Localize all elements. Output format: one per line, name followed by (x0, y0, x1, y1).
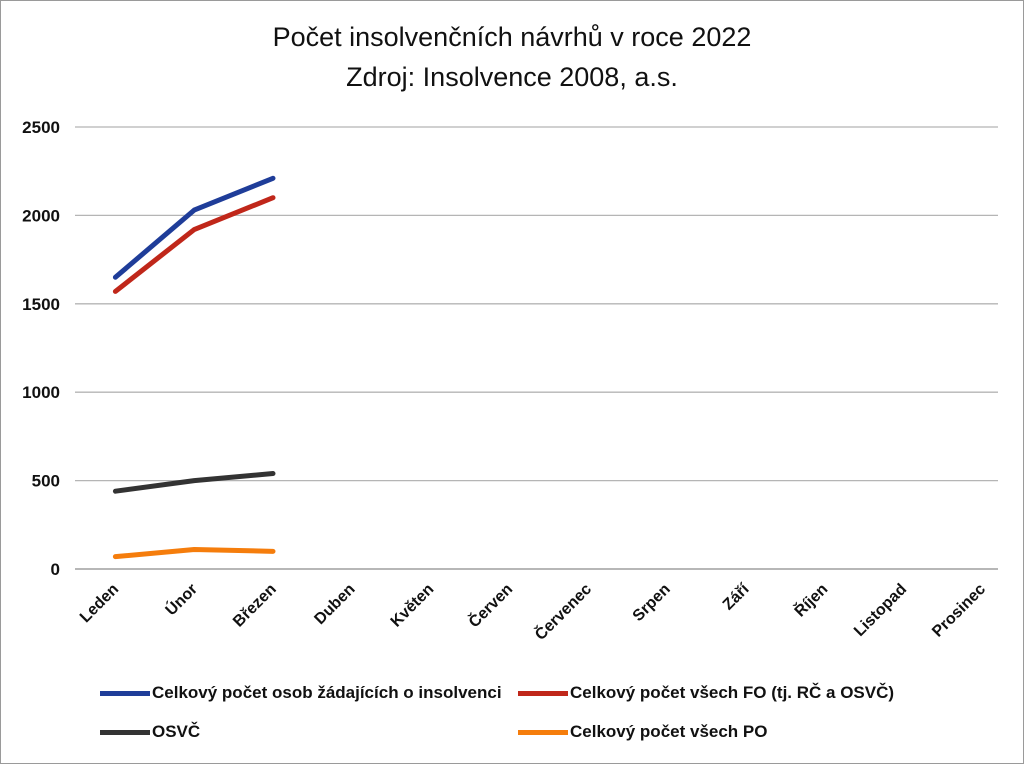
y-tick-label: 1500 (22, 295, 60, 314)
chart-title: Počet insolvenčních návrhů v roce 2022 (272, 22, 752, 52)
legend-swatch-all-po (518, 729, 568, 735)
legend-label-all-po: Celkový počet všech PO (570, 722, 768, 741)
x-tick-label: Listopad (851, 581, 910, 640)
y-tick-label: 0 (51, 560, 60, 579)
legend-swatch-all-fo (518, 690, 568, 696)
x-tick-label: Září (720, 580, 753, 613)
x-tick-label: Květen (388, 581, 438, 631)
series-line-3 (112, 547, 276, 560)
x-tick-label: Březen (230, 581, 280, 631)
gridlines (75, 126, 998, 570)
legend-swatch-total-persons (100, 690, 150, 696)
legend-label-osvc: OSVČ (152, 722, 201, 741)
y-tick-label: 500 (32, 472, 60, 491)
legend-item-osvc: OSVČ (100, 720, 200, 744)
legend-item-all-po: Celkový počet všech PO (518, 720, 767, 744)
series-line-1 (112, 195, 276, 294)
x-tick-label: Říjen (790, 579, 831, 620)
series-lines (112, 175, 276, 560)
x-tick-label: Duben (311, 581, 358, 628)
legend-label-total-persons: Celkový počet osob žádajících o insolven… (152, 683, 502, 702)
legend-item-total-persons: Celkový počet osob žádajících o insolven… (100, 681, 502, 705)
x-tick-label: Červen (464, 579, 516, 631)
series-line-0 (112, 175, 276, 280)
chart-subtitle: Zdroj: Insolvence 2008, a.s. (346, 62, 678, 92)
y-tick-label: 2000 (22, 206, 60, 225)
x-tick-label: Prosinec (929, 581, 989, 641)
legend-item-all-fo: Celkový počet všech FO (tj. RČ a OSVČ) (518, 681, 894, 705)
y-tick-label: 1000 (22, 383, 60, 402)
x-tick-label: Leden (77, 581, 122, 626)
legend-swatch-osvc (100, 729, 150, 735)
legend-label-all-fo: Celkový počet všech FO (tj. RČ a OSVČ) (570, 683, 895, 702)
x-tick-label: Únor (161, 579, 201, 619)
series-line-2 (112, 471, 276, 494)
y-tick-label: 2500 (22, 118, 60, 137)
x-axis-tick-labels: Leden Únor Březen Duben Květen Červen Červenec… (77, 579, 989, 643)
x-tick-label: Červenec (531, 579, 595, 643)
x-tick-label: Srpen (630, 581, 674, 625)
y-axis-tick-labels: 0 500 1000 1500 2000 2500 (22, 118, 60, 579)
